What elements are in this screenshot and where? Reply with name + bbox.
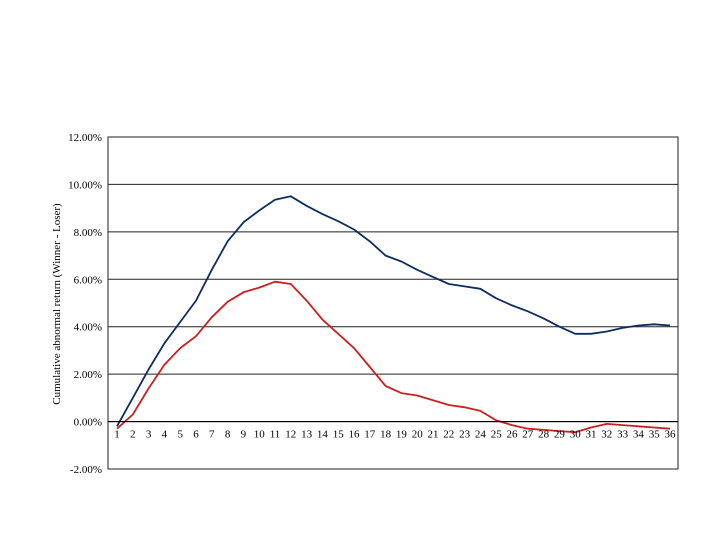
- x-tick-label: 5: [177, 429, 183, 441]
- x-tick-label: 11: [270, 429, 281, 441]
- x-tick-labels: 1 2 3 4 5 6 7 8 9 10 11 12 13 14 15 16 17 18 19 20 21 22 23 24 2…: [114, 429, 676, 441]
- y-tick-label: 0.00%: [74, 417, 102, 429]
- x-tick-label: 7: [209, 429, 215, 441]
- x-tick-label: 15: [333, 429, 345, 441]
- x-tick-label: 27: [522, 429, 534, 441]
- y-tick-labels: -2.00% 0.00% 2.00% 4.00% 6.00% 8.00% 10.00% 12.…: [68, 132, 102, 476]
- y-tick-label: 2.00%: [74, 369, 102, 381]
- x-tick-label: 3: [146, 429, 152, 441]
- x-tick-label: 10: [254, 429, 266, 441]
- x-tick-label: 9: [241, 429, 247, 441]
- x-tick-label: 8: [225, 429, 231, 441]
- y-tick-label: 10.00%: [68, 179, 102, 191]
- x-tick-label: 1: [114, 429, 120, 441]
- x-tick-label: 14: [317, 429, 329, 441]
- x-tick-label: 28: [538, 429, 550, 441]
- y-tick-label: 12.00%: [68, 132, 102, 144]
- y-tick-label: 6.00%: [74, 274, 102, 286]
- x-tick-label: 13: [301, 429, 313, 441]
- plot-frame: [107, 136, 679, 470]
- x-tick-label: 30: [570, 429, 582, 441]
- x-tick-label: 24: [475, 429, 487, 441]
- x-tick-label: 33: [617, 429, 629, 441]
- y-tick-label: 4.00%: [74, 322, 102, 334]
- x-tick-label: 20: [412, 429, 424, 441]
- x-tick-label: 35: [649, 429, 661, 441]
- x-tick-label: 17: [364, 429, 376, 441]
- series-line-1: [116, 195, 671, 427]
- x-tick-label: 16: [349, 429, 361, 441]
- x-tick-label: 25: [491, 429, 503, 441]
- x-tick-label: 29: [554, 429, 566, 441]
- x-tick-label: 26: [507, 429, 519, 441]
- x-tick-label: 18: [380, 429, 392, 441]
- x-tick-label: 12: [285, 429, 296, 441]
- x-tick-label: 31: [586, 429, 597, 441]
- plot-area-border: [107, 136, 679, 470]
- x-tick-label: 32: [601, 429, 612, 441]
- x-tick-label: 6: [193, 429, 199, 441]
- x-tick-label: 23: [459, 429, 471, 441]
- series-lines: [116, 195, 671, 434]
- x-tick-label: 36: [665, 429, 677, 441]
- x-tick-label: 34: [633, 429, 645, 441]
- x-tick-label: 19: [396, 429, 408, 441]
- series-line-2: [116, 280, 671, 434]
- y-axis-label: Cumulative abnormal return (Winner - Los…: [51, 203, 63, 405]
- x-tick-label: 21: [428, 429, 439, 441]
- y-tick-label: 8.00%: [74, 227, 102, 239]
- x-tick-label: 4: [162, 429, 168, 441]
- x-tick-label: 22: [443, 429, 454, 441]
- x-tick-label: 2: [130, 429, 136, 441]
- y-tick-label: -2.00%: [70, 464, 102, 476]
